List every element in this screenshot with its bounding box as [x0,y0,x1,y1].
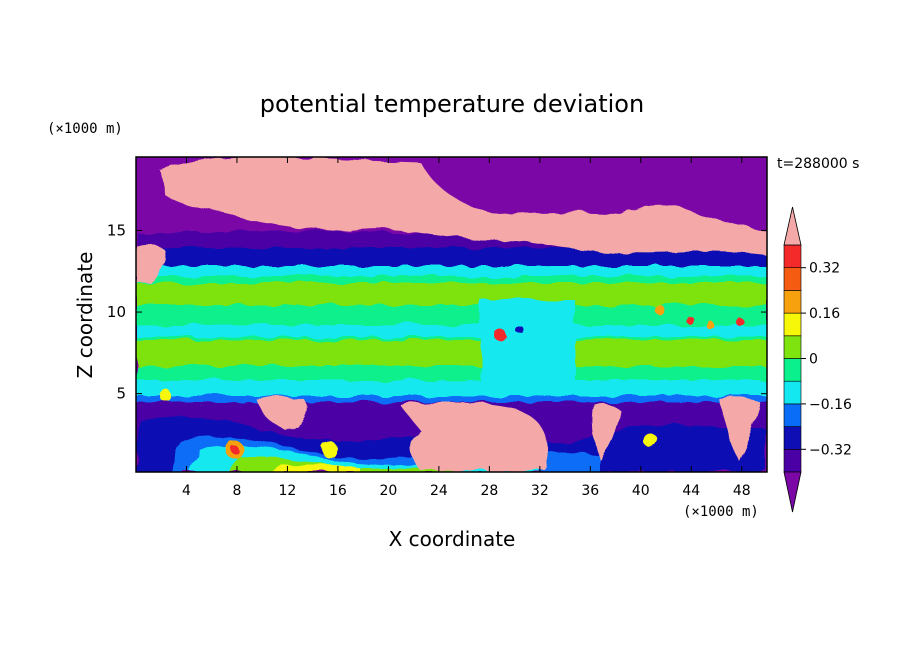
x-axis: 4 8 12 16 20 24 28 32 36 40 44 48 [182,157,751,499]
x-tick-label: 36 [581,483,599,499]
x-tick-label: 4 [182,483,191,499]
colorbar-band [783,380,802,405]
colorbar-band [783,426,802,450]
x-axis-label: X coordinate [389,527,516,551]
x-tick-label: 48 [733,483,751,499]
colorbar-tick-label: 0.32 [809,261,840,277]
colorbar-band [783,267,802,291]
x-tick-label: 40 [632,483,650,499]
y-unit-label: (×1000 m) [47,121,123,137]
x-tick-label: 12 [279,483,297,499]
x-tick-label: 28 [480,483,498,499]
colorbar-band [783,312,802,337]
colorbar: 0.32 0.16 0 −0.16 −0.32 [783,206,852,513]
colorbar-tick-label: −0.32 [809,442,852,458]
x-tick-label: 16 [329,483,347,499]
x-unit-label: (×1000 m) [683,504,759,520]
y-tick-label: 10 [107,303,126,321]
colorbar-band [783,290,802,314]
colorbar-band [783,244,802,269]
x-tick-label: 8 [232,483,241,499]
y-axis: 5 10 15 [107,221,767,403]
y-tick-label: 5 [116,385,126,403]
x-tick-label: 44 [682,483,700,499]
time-label: t=288000 s [777,156,859,172]
colorbar-band [783,448,802,473]
x-tick-label: 32 [531,483,549,499]
chart-title: potential temperature deviation [260,90,644,118]
y-tick-label: 15 [107,221,126,239]
x-tick-label: 24 [430,483,448,499]
x-tick-label: 20 [379,483,397,499]
colorbar-top-extension [783,206,802,246]
y-axis-label: Z coordinate [73,252,97,379]
colorbar-tick-label: 0 [809,352,818,368]
colorbar-bottom-extension [783,471,802,513]
contour-field [136,157,767,472]
colorbar-band [783,358,802,382]
colorbar-band [783,403,802,427]
colorbar-band [783,335,802,359]
colorbar-tick-label: −0.16 [809,397,852,413]
colorbar-tick-label: 0.16 [809,306,840,322]
plot-frame [135,156,768,473]
